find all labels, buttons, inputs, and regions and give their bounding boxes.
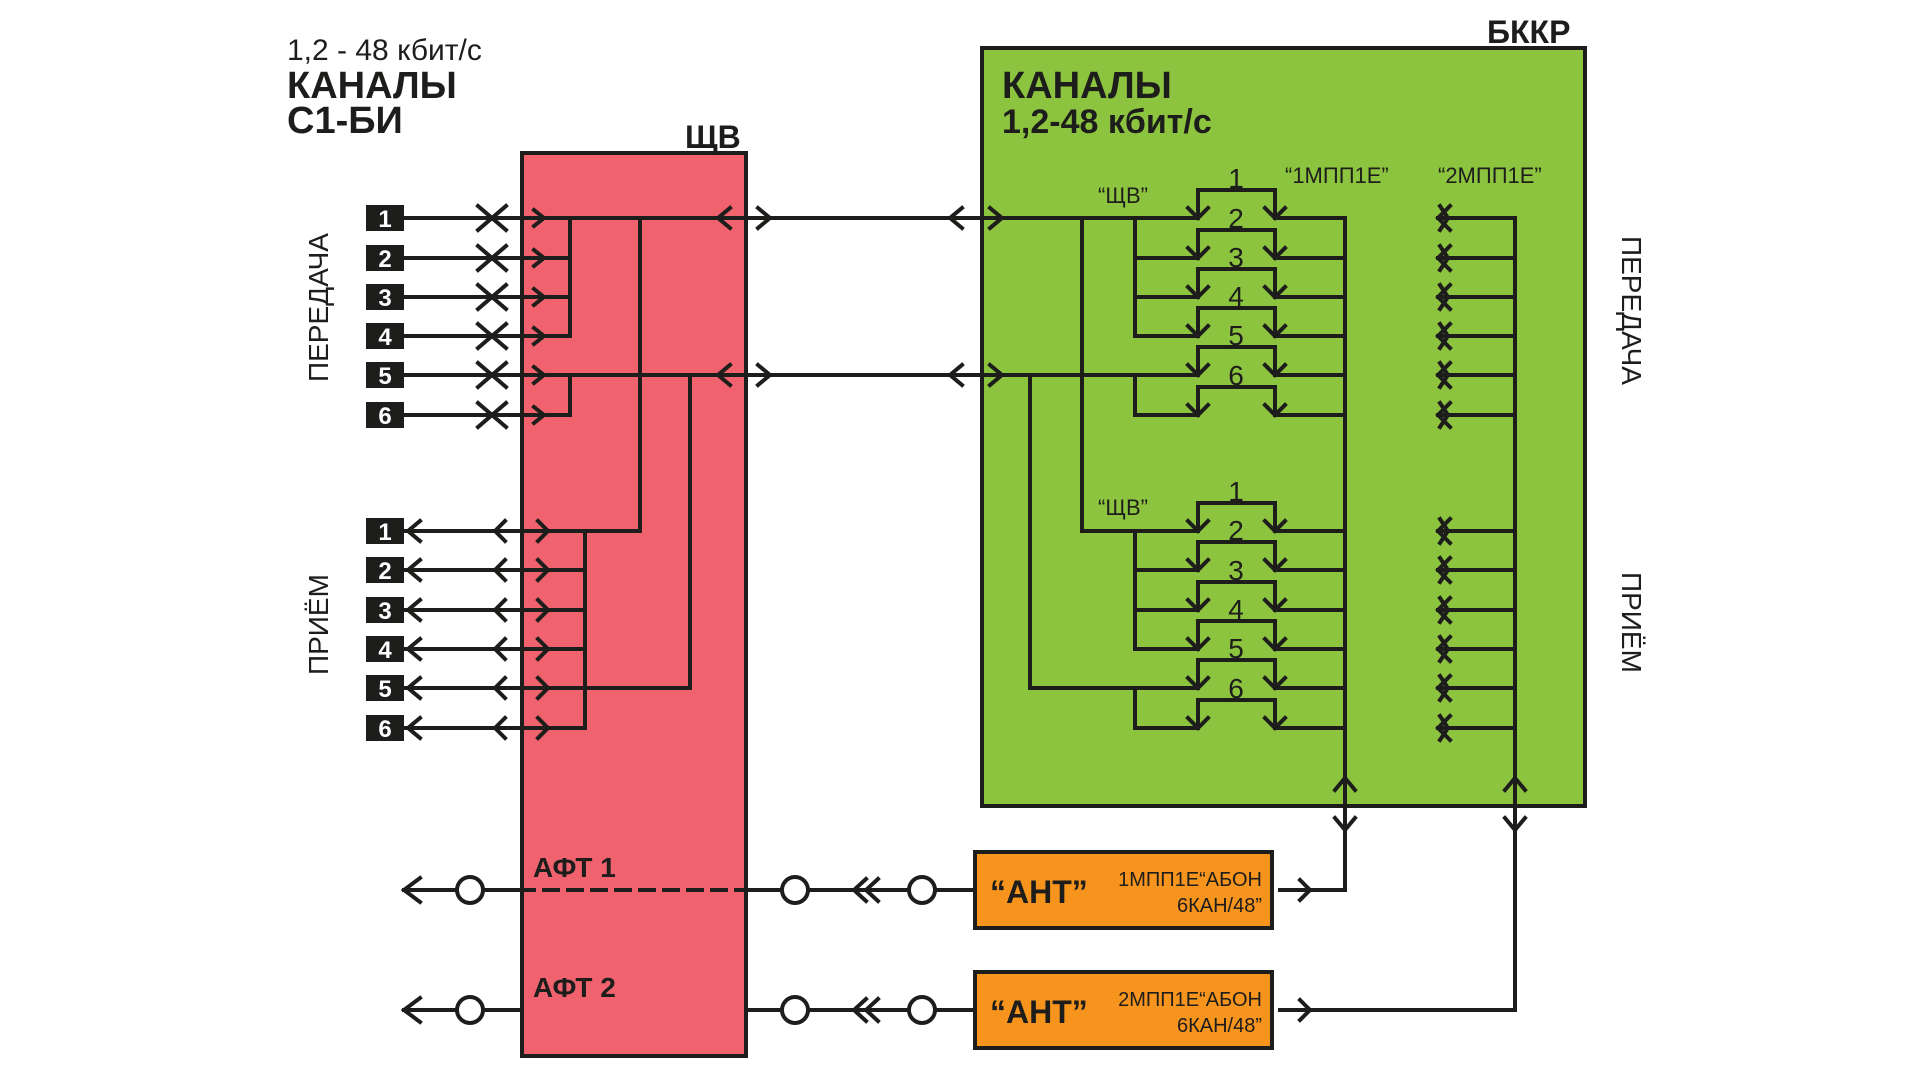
svg-text:1: 1 [378, 206, 391, 233]
tx-badge-2: 2 [366, 245, 404, 273]
svg-text:4: 4 [378, 324, 392, 351]
svg-text:3: 3 [1228, 242, 1244, 273]
right-receive-label: ПРИЁМ [1616, 572, 1647, 673]
ant-unit-1-name: “АНТ” [990, 874, 1088, 910]
bkkr-title-2: 1,2-48 кбит/с [1002, 103, 1212, 141]
label-2mpp: “2МПП1Е” [1438, 163, 1542, 188]
bkkr-block [980, 46, 1587, 808]
ant-unit-1-line2: 6КАН/48” [1177, 895, 1262, 917]
bkkr-title-1: КАНАЛЫ [1002, 65, 1172, 107]
tx-badges: 1 2 3 4 5 6 [366, 205, 404, 430]
tx-badge-4: 4 [366, 323, 404, 351]
schv-block [520, 151, 748, 1058]
rx-badge-3: 3 [366, 597, 404, 625]
switch-numbers-top: 1 2 3 4 5 6 [1228, 163, 1244, 391]
header-title-2: С1-БИ [287, 100, 403, 142]
svg-text:2: 2 [378, 246, 391, 273]
rx-badge-4: 4 [366, 636, 404, 664]
label-schv-bottom: “ЩВ” [1098, 495, 1148, 520]
tx-badge-5: 5 [366, 362, 404, 390]
svg-text:4: 4 [378, 637, 392, 664]
ant-unit-2-line2: 6КАН/48” [1177, 1015, 1262, 1037]
wiring [400, 188, 1528, 1025]
svg-text:2: 2 [1228, 515, 1244, 546]
svg-text:3: 3 [1228, 555, 1244, 586]
schv-label: ЩВ [685, 119, 741, 155]
tx-badge-3: 3 [366, 284, 404, 312]
svg-text:6: 6 [1228, 673, 1244, 704]
svg-text:3: 3 [378, 598, 391, 625]
svg-text:5: 5 [1228, 633, 1244, 664]
svg-text:5: 5 [378, 363, 391, 390]
svg-text:1: 1 [378, 519, 391, 546]
rx-badge-5: 5 [366, 675, 404, 703]
left-transmit-label: ПЕРЕДАЧА [303, 233, 334, 382]
svg-text:5: 5 [1228, 320, 1244, 351]
ant-unit-2: “АНТ” 2МПП1Е“АБОН 6КАН/48” [973, 970, 1274, 1050]
svg-text:4: 4 [1228, 594, 1244, 625]
label-schv-top: “ЩВ” [1098, 183, 1148, 208]
svg-text:5: 5 [378, 676, 391, 703]
svg-text:4: 4 [1228, 281, 1244, 312]
svg-text:2: 2 [378, 558, 391, 585]
bkkr-label: БККР [1487, 14, 1570, 50]
header-title-1: КАНАЛЫ [287, 65, 457, 107]
label-1mpp: “1МПП1Е” [1285, 163, 1389, 188]
ant-unit-2-line1: 2МПП1Е“АБОН [1118, 989, 1262, 1011]
rx-badge-6: 6 [366, 715, 404, 743]
rx-badges: 1 2 3 4 5 6 [366, 518, 404, 743]
ant-unit-1: “АНТ” 1МПП1Е“АБОН 6КАН/48” [973, 850, 1274, 930]
rx-badge-2: 2 [366, 557, 404, 585]
header-rate: 1,2 - 48 кбит/с [287, 34, 482, 67]
aft1-label: АФТ 1 [533, 852, 616, 883]
tx-badge-1: 1 [366, 205, 404, 233]
right-transmit-label: ПЕРЕДАЧА [1616, 236, 1647, 385]
svg-text:6: 6 [378, 716, 391, 743]
rx-badge-1: 1 [366, 518, 404, 546]
svg-text:6: 6 [1228, 360, 1244, 391]
aft2-label: АФТ 2 [533, 972, 616, 1003]
svg-text:3: 3 [378, 285, 391, 312]
switch-numbers-bottom: 1 2 3 4 5 6 [1228, 476, 1244, 704]
svg-text:6: 6 [378, 403, 391, 430]
ant-unit-2-name: “АНТ” [990, 994, 1088, 1030]
left-receive-label: ПРИЁМ [303, 574, 334, 675]
svg-text:2: 2 [1228, 203, 1244, 234]
tx-badge-6: 6 [366, 402, 404, 430]
svg-text:1: 1 [1228, 163, 1244, 194]
ant-unit-1-line1: 1МПП1Е“АБОН [1118, 869, 1262, 891]
svg-text:1: 1 [1228, 476, 1244, 507]
